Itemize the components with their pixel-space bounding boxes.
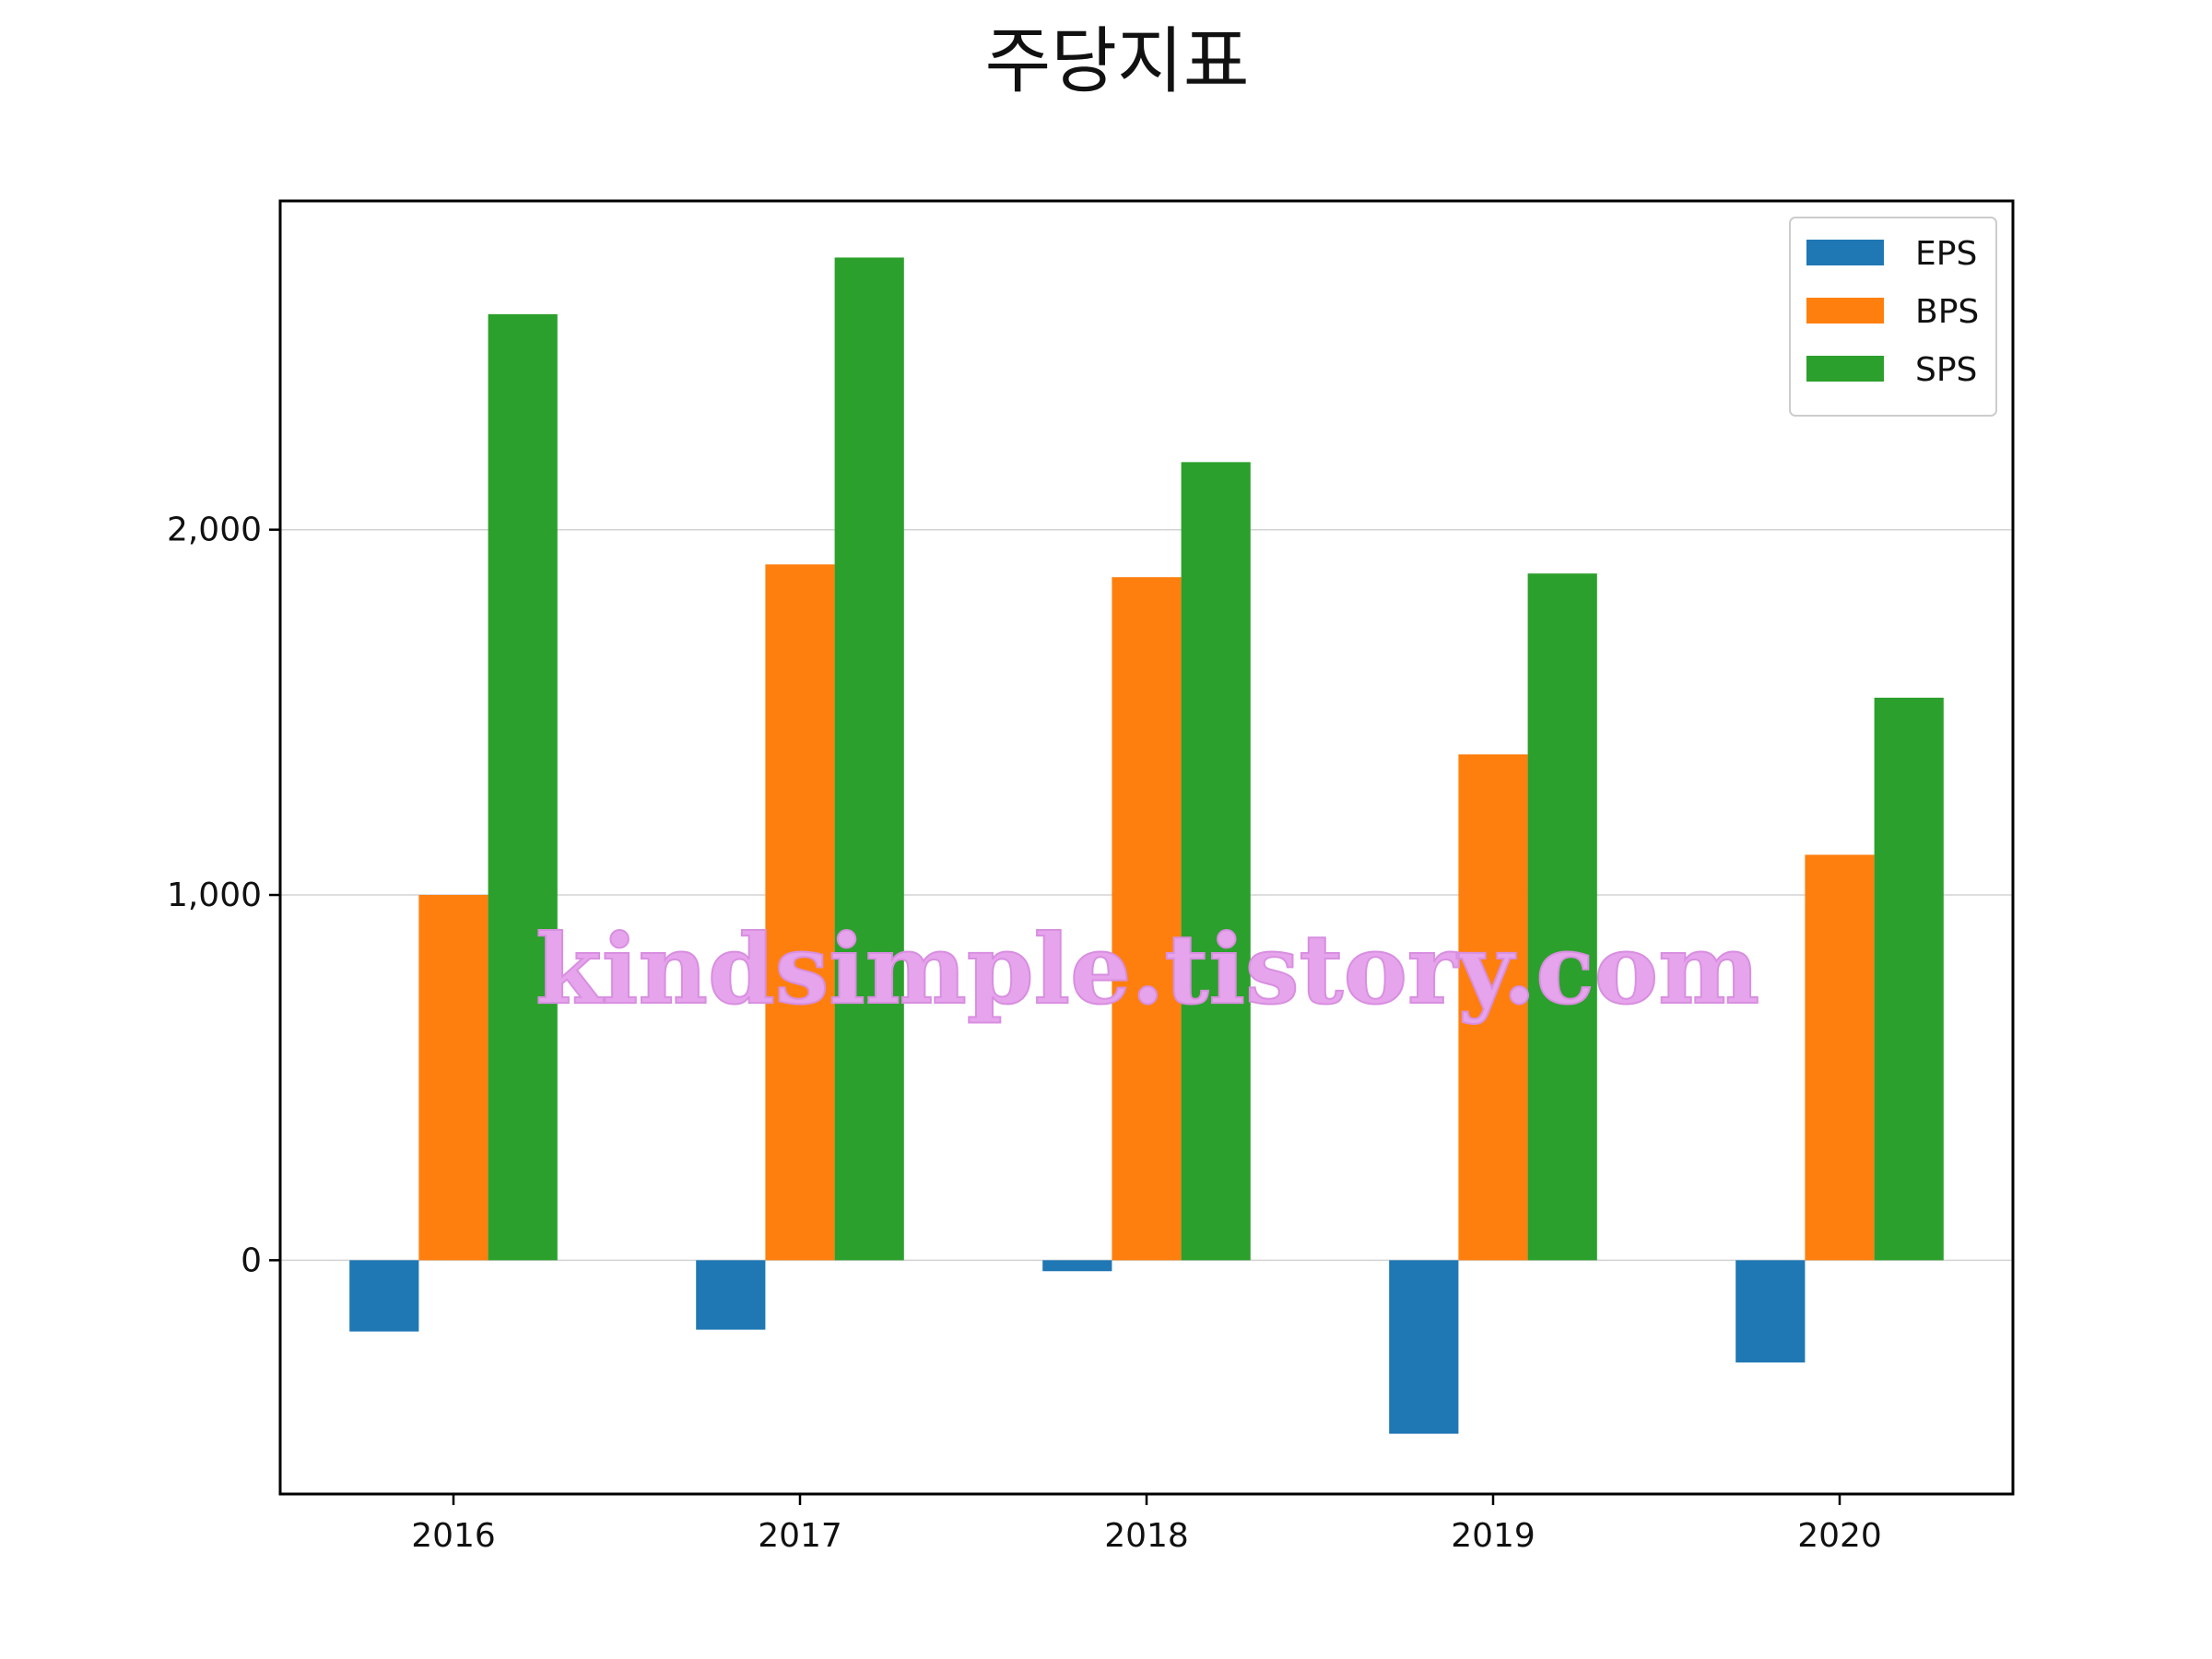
- x-tick-label-2019: 2019: [1451, 1517, 1535, 1555]
- x-tick-label-2017: 2017: [758, 1517, 842, 1555]
- legend-swatch-eps: [1806, 240, 1884, 265]
- bar-eps-2016: [349, 1260, 419, 1332]
- y-axis: 0 1,000 2,000: [167, 512, 280, 1279]
- bar-sps-2017: [834, 257, 904, 1261]
- bar-bps-2018: [1112, 577, 1182, 1261]
- bar-eps-2018: [1042, 1260, 1112, 1272]
- x-tick-label-2020: 2020: [1797, 1517, 1882, 1555]
- chart-title: 주당지표: [984, 20, 1249, 103]
- bar-bps-2017: [765, 564, 835, 1261]
- bar-sps-2016: [488, 313, 558, 1261]
- x-tick-label-2016: 2016: [411, 1517, 496, 1555]
- legend-label-eps: EPS: [1915, 235, 1977, 273]
- bar-bps-2016: [418, 895, 488, 1261]
- y-tick-label-0: 0: [241, 1241, 262, 1279]
- legend-swatch-bps: [1806, 298, 1884, 324]
- bar-eps-2020: [1735, 1260, 1806, 1363]
- x-axis: 2016 2017 2018 2019 2020: [411, 1494, 1882, 1555]
- bar-bps-2019: [1458, 754, 1528, 1261]
- legend-label-sps: SPS: [1915, 351, 1977, 389]
- y-tick-label-1: 1,000: [167, 877, 262, 914]
- legend-label-bps: BPS: [1915, 293, 1979, 331]
- bar-bps-2020: [1805, 854, 1875, 1261]
- x-tick-label-2018: 2018: [1104, 1517, 1189, 1555]
- legend-swatch-sps: [1806, 356, 1884, 382]
- bar-sps-2018: [1181, 462, 1251, 1261]
- watermark: kindsimple.tistory.com: [535, 912, 1759, 1026]
- bar-sps-2019: [1527, 573, 1597, 1261]
- bar-sps-2020: [1874, 698, 1944, 1261]
- bar-eps-2019: [1389, 1260, 1459, 1434]
- bars-group: [349, 257, 1944, 1434]
- y-tick-label-2: 2,000: [167, 512, 262, 549]
- legend: EPS BPS SPS: [1789, 217, 1997, 417]
- bar-eps-2017: [696, 1260, 766, 1330]
